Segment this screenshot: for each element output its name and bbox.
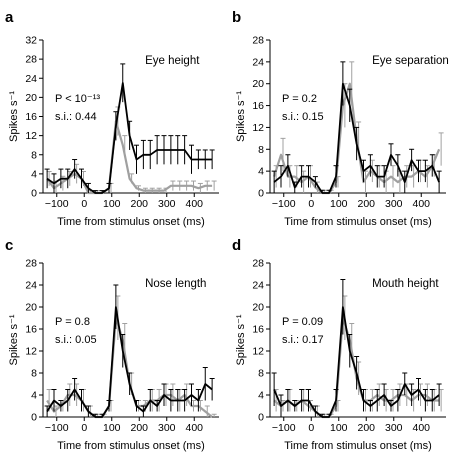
y-tick-label: 28 xyxy=(25,258,37,270)
x-tick-label: −100 xyxy=(272,198,296,210)
panel-a: a 0 4 8 12 16 20 24 28 32 −100 0 100 200 300 400 Time fr… xyxy=(5,9,219,228)
y-tick-label: 20 xyxy=(25,92,37,104)
x-tick-label: 200 xyxy=(130,198,148,210)
y-tick-label: 8 xyxy=(31,149,37,161)
y-tick-label: 4 xyxy=(31,168,37,180)
series-line xyxy=(273,82,440,194)
y-tick-label: 12 xyxy=(25,130,37,142)
x-axis-label: Time from stimulus onset (ms) xyxy=(284,440,432,452)
y-tick-label: 12 xyxy=(252,122,264,134)
x-tick-label: 400 xyxy=(412,198,430,210)
y-tick-label: 4 xyxy=(258,390,264,402)
y-tick-label: 12 xyxy=(252,346,264,358)
x-axis-label: Time from stimulus onset (ms) xyxy=(284,216,432,228)
series-0 xyxy=(44,284,215,418)
x-tick-label: 200 xyxy=(130,422,148,434)
y-tick-label: 16 xyxy=(25,324,37,336)
y-axis-label: Spikes s⁻¹ xyxy=(235,314,247,365)
panel-letter: b xyxy=(232,9,241,26)
x-tick-label: 100 xyxy=(330,198,348,210)
y-tick-label: 28 xyxy=(252,35,264,47)
y-tick-label: 24 xyxy=(25,73,37,85)
y-tick-label: 0 xyxy=(258,412,264,424)
series-line xyxy=(46,316,213,419)
x-tick-label: 200 xyxy=(357,198,375,210)
x-tick-label: 300 xyxy=(158,422,176,434)
x-tick-label: 100 xyxy=(103,422,121,434)
y-axis-label: Spikes s⁻¹ xyxy=(235,91,247,142)
p-value: P = 0.8 xyxy=(55,316,90,328)
x-tick-label: 200 xyxy=(357,422,375,434)
y-tick-label: 20 xyxy=(25,302,37,314)
x-tick-label: 300 xyxy=(158,198,176,210)
x-tick-label: 0 xyxy=(308,422,314,434)
panel-title: Nose length xyxy=(145,278,206,290)
y-tick-label: 24 xyxy=(25,280,37,292)
panel-title: Eye separation xyxy=(372,55,449,67)
p-value: P < 10⁻¹³ xyxy=(55,93,100,105)
panel-b: b 0 4 8 12 16 20 24 28 −100 0 100 200 300 400 Time from… xyxy=(232,9,449,228)
x-tick-label: −100 xyxy=(45,422,69,434)
series-line xyxy=(273,306,440,418)
x-tick-label: 0 xyxy=(308,198,314,210)
x-tick-label: 300 xyxy=(385,198,403,210)
panel-title: Eye height xyxy=(145,55,200,67)
y-tick-label: 28 xyxy=(252,258,264,270)
panel-c: c 0 4 8 12 16 20 24 28 −100 0 100 200 300 400 Time from… xyxy=(5,237,219,452)
series-line xyxy=(46,306,213,418)
x-tick-label: 0 xyxy=(81,198,87,210)
y-tick-label: 32 xyxy=(25,35,37,47)
panel-letter: c xyxy=(5,237,13,254)
selectivity-index: s.i.: 0.15 xyxy=(282,111,324,123)
y-axis-label: Spikes s⁻¹ xyxy=(8,314,20,365)
x-tick-label: −100 xyxy=(272,422,296,434)
x-tick-label: 100 xyxy=(330,422,348,434)
y-tick-label: 24 xyxy=(252,280,264,292)
selectivity-index: s.i.: 0.44 xyxy=(55,111,97,123)
y-tick-label: 16 xyxy=(25,111,37,123)
y-tick-label: 4 xyxy=(31,390,37,402)
x-tick-label: 0 xyxy=(81,422,87,434)
panel-d: d 0 4 8 12 16 20 24 28 −100 0 100 200 300 400 Time from… xyxy=(232,237,446,452)
y-tick-label: 0 xyxy=(258,188,264,200)
x-tick-label: 100 xyxy=(103,198,121,210)
y-tick-label: 0 xyxy=(31,188,37,200)
y-tick-label: 24 xyxy=(252,56,264,68)
series-0 xyxy=(271,61,442,194)
y-tick-label: 28 xyxy=(25,54,37,66)
y-tick-label: 20 xyxy=(252,78,264,90)
p-value: P = 0.2 xyxy=(282,93,317,105)
panel-letter: a xyxy=(5,9,14,26)
y-tick-label: 4 xyxy=(258,166,264,178)
x-tick-label: 400 xyxy=(185,422,203,434)
y-tick-label: 12 xyxy=(25,346,37,358)
y-tick-label: 8 xyxy=(31,368,37,380)
y-axis-label: Spikes s⁻¹ xyxy=(8,91,20,142)
y-tick-label: 8 xyxy=(258,368,264,380)
x-tick-label: 300 xyxy=(385,422,403,434)
series-line xyxy=(46,82,213,194)
x-axis-label: Time from stimulus onset (ms) xyxy=(57,216,205,228)
x-tick-label: −100 xyxy=(45,198,69,210)
y-tick-label: 0 xyxy=(31,412,37,424)
panel-title: Mouth height xyxy=(372,278,439,290)
x-axis-label: Time from stimulus onset (ms) xyxy=(57,440,205,452)
y-tick-label: 16 xyxy=(252,324,264,336)
x-tick-label: 400 xyxy=(185,198,203,210)
y-tick-label: 8 xyxy=(258,144,264,156)
panel-letter: d xyxy=(232,237,241,254)
y-tick-label: 20 xyxy=(252,302,264,314)
series-0 xyxy=(44,63,215,194)
selectivity-index: s.i.: 0.17 xyxy=(282,334,324,346)
p-value: P = 0.09 xyxy=(282,316,323,328)
x-tick-label: 400 xyxy=(412,422,430,434)
y-tick-label: 16 xyxy=(252,100,264,112)
series-0 xyxy=(271,279,442,418)
selectivity-index: s.i.: 0.05 xyxy=(55,334,97,346)
